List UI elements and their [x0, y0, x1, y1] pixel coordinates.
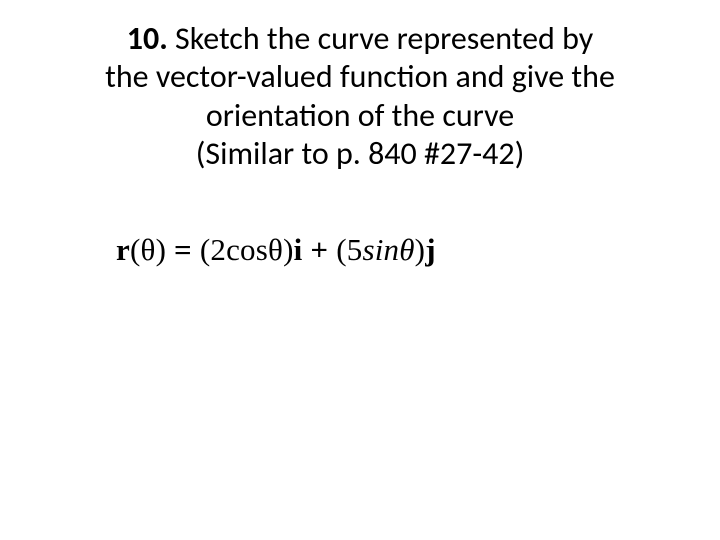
eq-plus: + [302, 232, 336, 267]
eq-coef2: 5 [347, 232, 363, 267]
eq-theta1: θ [141, 232, 156, 267]
eq-open2: ( [200, 232, 211, 267]
eq-close3: ) [415, 232, 426, 267]
question-number: 10. [127, 19, 168, 58]
title-line-3: orientation of the curve [24, 97, 696, 135]
eq-theta3: θ [399, 232, 414, 267]
slide: 10. Sketch the curve represented by the … [0, 0, 720, 540]
title-line-4: (Similar to p. 840 #27-42) [24, 135, 696, 173]
equation: r(θ) = (2cosθ)i + (5sinθ)j [24, 232, 696, 268]
eq-coef1: 2cos [210, 232, 268, 267]
eq-close2: ) [283, 232, 294, 267]
title-line-2: the vector-valued function and give the [24, 58, 696, 96]
eq-equals: = [166, 232, 200, 267]
eq-theta2: θ [268, 232, 283, 267]
eq-close1: ) [156, 232, 167, 267]
eq-sin: sin [362, 232, 399, 267]
eq-j: j [425, 232, 436, 267]
eq-r: r [116, 232, 130, 267]
eq-open1: ( [130, 232, 141, 267]
eq-open3: ( [336, 232, 347, 267]
title-line-1: 10. Sketch the curve represented by [24, 20, 696, 58]
title-line-1-text: Sketch the curve represented by [168, 19, 593, 58]
title-block: 10. Sketch the curve represented by the … [24, 20, 696, 174]
